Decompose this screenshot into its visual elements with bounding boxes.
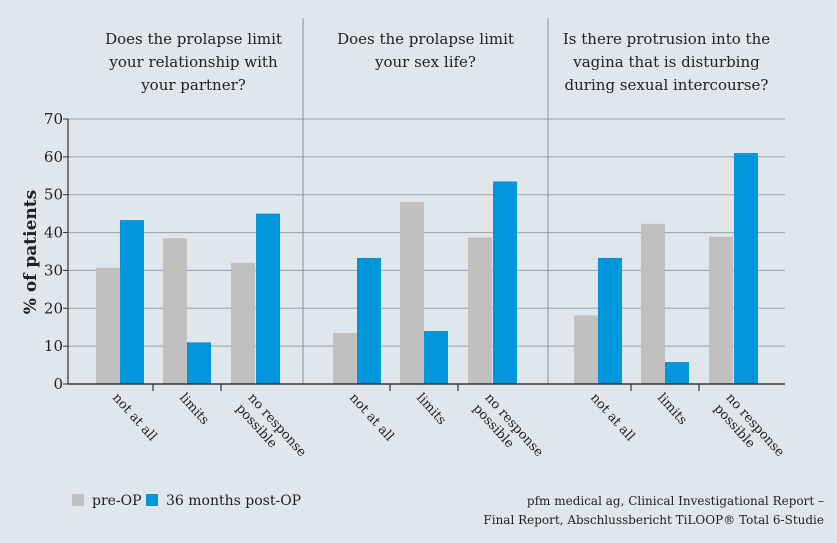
x-tick-label: limits (413, 391, 449, 428)
x-tick-label: not at all (346, 391, 396, 445)
bar-post-op (120, 220, 144, 384)
bar-pre-op (96, 268, 120, 384)
bar-post-op (357, 258, 381, 384)
legend-label: pre-OP (92, 493, 142, 509)
y-tick-label: 10 (44, 337, 63, 355)
legend-swatch (72, 494, 84, 506)
bar-pre-op (163, 238, 187, 384)
bar-post-op (256, 214, 280, 384)
panel-title: Does the prolapse limit your relationship… (105, 30, 282, 94)
bar-post-op (424, 331, 448, 384)
y-tick-label: 50 (44, 186, 63, 204)
source-note: pfm medical ag, Clinical Investigational… (483, 494, 824, 527)
x-tick-label: no responsepossible (233, 391, 310, 471)
y-tick-label: 60 (44, 148, 63, 166)
x-tick-label: no responsepossible (470, 391, 547, 471)
bars (96, 153, 758, 384)
panel-title: Does the prolapse limit your sex life? (337, 30, 514, 71)
panel-title: Is there protrusion into the vagina that … (563, 30, 770, 94)
bar-post-op (598, 258, 622, 384)
bar-pre-op (231, 263, 255, 384)
bar-pre-op (641, 224, 665, 384)
bar-post-op (493, 181, 517, 384)
legend-swatch (146, 494, 158, 506)
legend: pre-OP 36 months post-OP (72, 493, 301, 509)
x-tick-label: not at all (587, 391, 637, 445)
y-axis-label: % of patients (21, 190, 41, 314)
bar-pre-op (709, 237, 733, 384)
bar-pre-op (400, 202, 424, 384)
bar-pre-op (333, 333, 357, 384)
x-tick-label: limits (654, 391, 690, 428)
bar-pre-op (574, 315, 598, 384)
y-tick-label: 70 (44, 110, 63, 128)
x-tick-label: no responsepossible (711, 391, 788, 471)
source-line: pfm medical ag, Clinical Investigational… (527, 494, 824, 508)
bar-post-op (665, 362, 689, 384)
y-tick-label: 0 (53, 375, 63, 393)
bar-post-op (734, 153, 758, 384)
bar-pre-op (468, 237, 492, 384)
x-tick-label: limits (176, 391, 212, 428)
source-line: Final Report, Abschlussbericht TiLOOP® T… (483, 513, 824, 527)
y-tick-label: 40 (44, 224, 63, 242)
legend-label: 36 months post-OP (166, 493, 301, 509)
x-tick-label: not at all (109, 391, 159, 445)
bar-post-op (187, 342, 211, 384)
y-tick-label: 20 (44, 299, 63, 317)
y-tick-label: 30 (44, 261, 63, 279)
